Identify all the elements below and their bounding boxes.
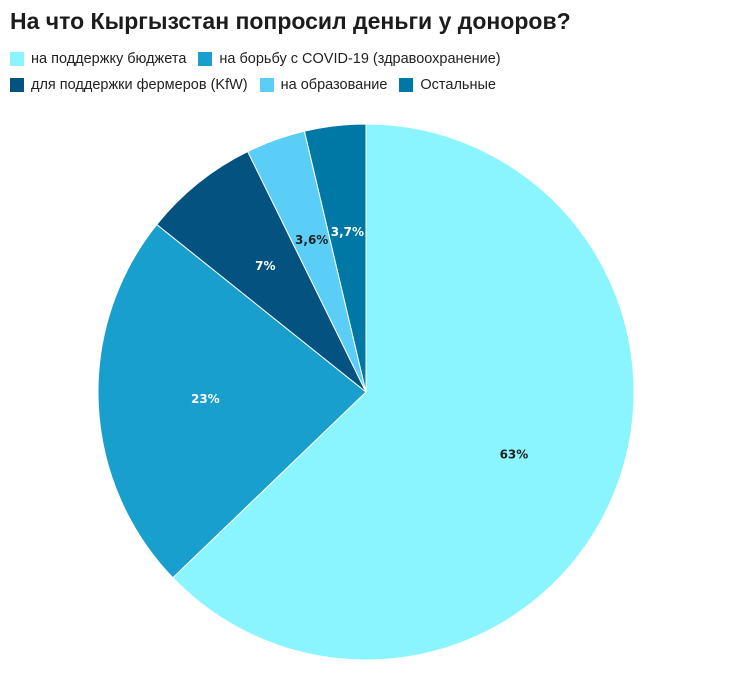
pie-slice-covid xyxy=(97,223,367,579)
legend-item-covid: на борьбу с COVID-19 (здравоохранение) xyxy=(198,50,501,68)
chart-title: На что Кыргызстан попросил деньги у доно… xyxy=(10,8,571,34)
pie-slice-budget xyxy=(172,123,635,661)
legend-swatch xyxy=(10,52,24,66)
legend: на поддержку бюджета на борьбу с COVID-1… xyxy=(10,50,710,94)
legend-item-budget: на поддержку бюджета xyxy=(10,50,186,68)
slice-label-budget: 63% xyxy=(500,447,529,461)
slice-label-covid: 23% xyxy=(191,392,220,406)
slice-label-education: 3,6% xyxy=(295,233,328,247)
legend-swatch xyxy=(198,52,213,66)
slice-label-other: 3,7% xyxy=(331,225,364,239)
legend-label: Остальные xyxy=(420,77,496,93)
pie-slice-other xyxy=(303,123,367,393)
pie-slice-farmers xyxy=(156,150,367,393)
legend-label: на поддержку бюджета xyxy=(31,51,187,67)
legend-item-other: Остальные xyxy=(399,76,496,94)
legend-swatch xyxy=(10,78,24,92)
legend-item-education: на образование xyxy=(259,76,388,94)
legend-item-farmers: для поддержки фермеров (KfW) xyxy=(10,76,248,94)
legend-label: для поддержки фермеров (KfW) xyxy=(31,77,248,93)
slice-label-farmers: 7% xyxy=(255,259,275,273)
legend-label: на образование xyxy=(280,77,388,93)
legend-label: на борьбу с COVID-19 (здравоохранение) xyxy=(219,51,501,67)
legend-swatch xyxy=(259,78,274,92)
legend-swatch xyxy=(399,78,414,92)
